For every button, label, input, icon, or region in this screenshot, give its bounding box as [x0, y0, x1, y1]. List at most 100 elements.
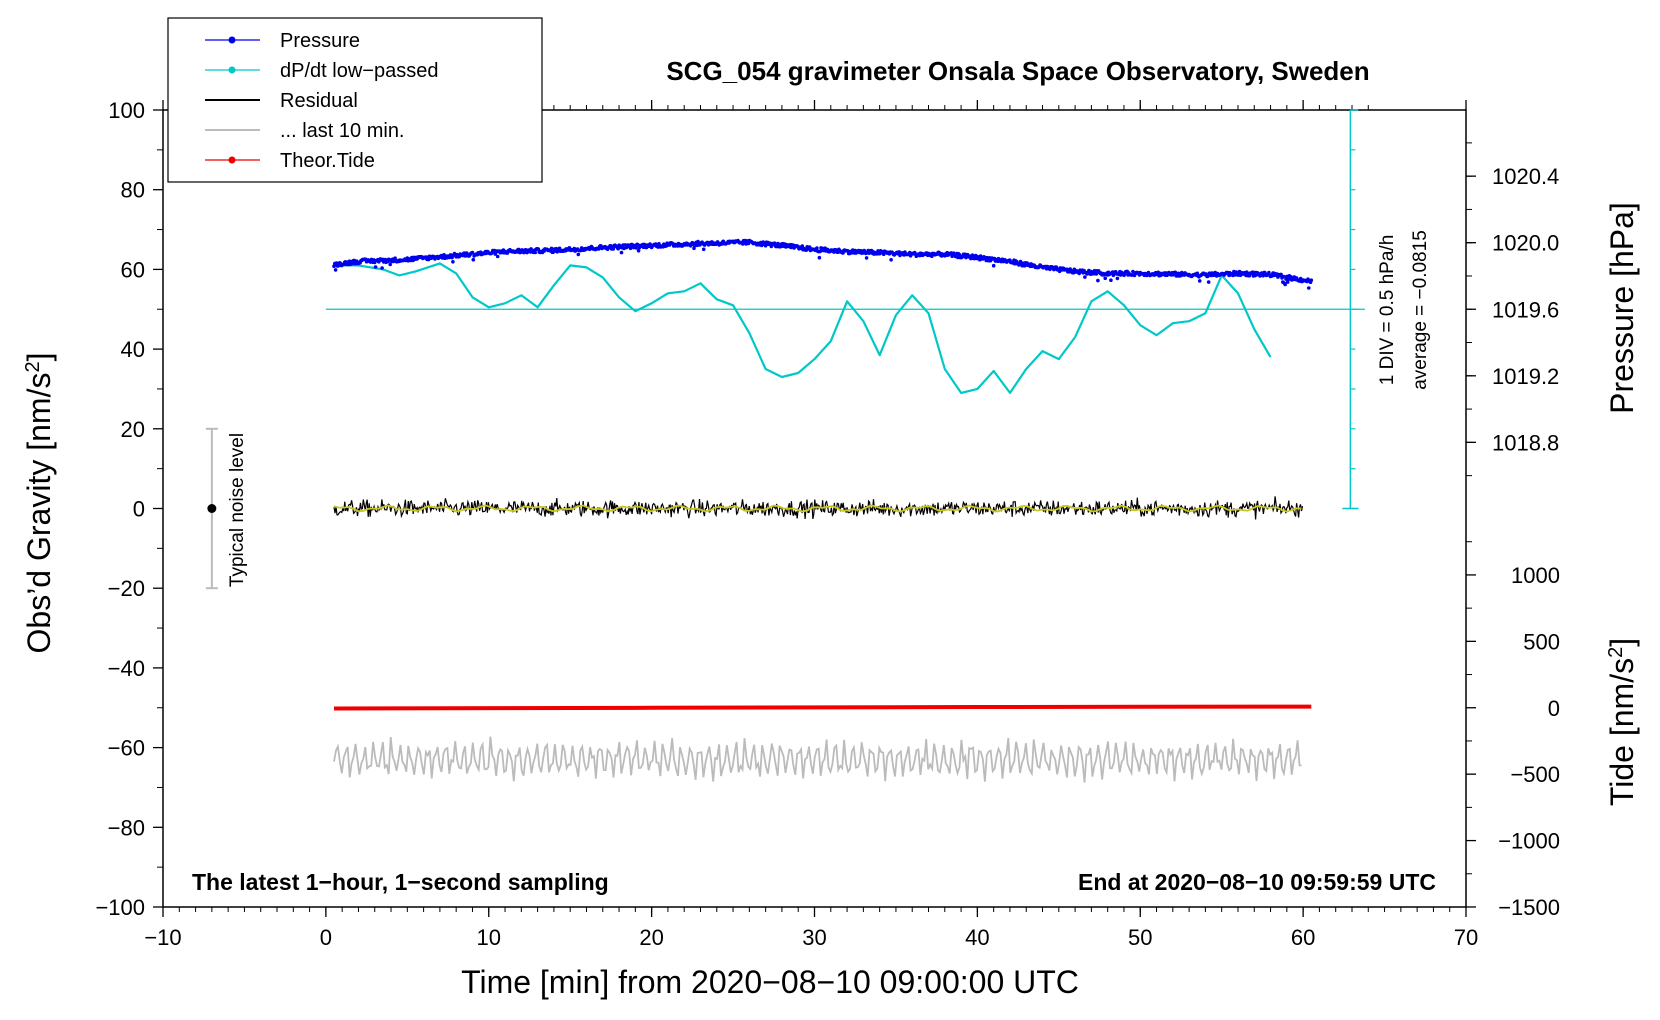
y-axis-left-label: Obs’d Gravity [nm/s2]	[21, 353, 57, 654]
series-residual-smoothed	[333, 504, 1302, 513]
pressure-point	[634, 246, 638, 250]
y-axis-pressure-label: Pressure [hPa]	[1604, 202, 1640, 414]
y-tick-label: 0	[133, 497, 145, 522]
y-tick-label: −60	[108, 736, 145, 761]
dpdt-division-label: 1 DIV = 0.5 hPa/h	[1377, 235, 1398, 386]
dpdt-average-label: average = −0.0815	[1410, 230, 1431, 390]
legend-label-tide: Theor.Tide	[280, 150, 375, 172]
pressure-point	[1281, 274, 1286, 279]
pressure-point	[957, 253, 962, 257]
pressure-point	[692, 246, 696, 251]
pressure-point	[1245, 270, 1249, 275]
pressure-point	[1173, 270, 1178, 275]
pressure-point	[1103, 276, 1107, 281]
pressure-point	[701, 247, 706, 252]
y-tick-label: −100	[95, 895, 145, 920]
pressure-point	[970, 253, 975, 257]
legend-marker-tide	[228, 156, 236, 164]
y-tick-label: 20	[121, 417, 145, 442]
pressure-point	[1283, 282, 1287, 287]
pressure-point	[576, 252, 581, 257]
pressure-tick-label: 1020.0	[1492, 231, 1559, 256]
pressure-point	[393, 256, 397, 261]
pressure-point	[1083, 275, 1087, 279]
tide-tick-label: −1500	[1498, 895, 1560, 920]
pressure-point	[533, 250, 537, 255]
legend-label-pressure: Pressure	[280, 30, 360, 52]
pressure-point	[1279, 272, 1283, 277]
pressure-point	[881, 252, 886, 256]
legend-label-last10: ... last 10 min.	[280, 120, 405, 142]
x-axis-label: Time [min] from 2020−08−10 09:00:00 UTC	[461, 964, 1079, 1000]
plot-area: −10 0 10 20 30 40 50 60 70−100−80−60−40−20020406…	[95, 98, 1560, 950]
x-tick-label: 30	[802, 925, 826, 950]
annotation-sampling: The latest 1−hour, 1−second sampling	[192, 869, 609, 895]
pressure-point	[1094, 272, 1099, 276]
tide-tick-label: 1000	[1511, 563, 1560, 588]
series-dpdt-low-passed	[334, 262, 1272, 394]
pressure-point	[373, 265, 378, 269]
pressure-tick-label: 1018.8	[1492, 430, 1559, 455]
pressure-point	[1197, 279, 1202, 283]
pressure-point	[1115, 276, 1120, 281]
pressure-point	[1096, 278, 1100, 283]
pressure-point	[611, 247, 616, 251]
pressure-point	[471, 257, 476, 262]
pressure-point	[333, 268, 338, 272]
legend-label-residual: Residual	[280, 90, 358, 112]
pressure-point	[776, 241, 780, 246]
annotation-end-time: End at 2020−08−10 09:59:59 UTC	[1078, 869, 1436, 895]
pressure-point	[451, 260, 455, 264]
pressure-point	[1206, 280, 1211, 284]
pressure-point	[889, 258, 893, 262]
tide-tick-label: −1000	[1498, 829, 1560, 854]
pressure-point	[470, 250, 475, 255]
y-tick-label: 60	[121, 257, 145, 282]
pressure-point	[495, 254, 500, 259]
y-tick-label: −40	[108, 656, 145, 681]
pressure-point	[1285, 280, 1290, 284]
noise-bar-point	[207, 504, 217, 513]
x-tick-label: 0	[320, 925, 332, 950]
series-pressure	[332, 238, 1314, 290]
y-axis-tide-label: Tide [nm/s2]	[1604, 638, 1640, 806]
y-tick-label: 100	[108, 98, 145, 123]
pressure-point	[619, 250, 624, 255]
pressure-tick-label: 1020.4	[1492, 164, 1559, 189]
pressure-point	[536, 247, 541, 251]
legend-marker-dpdt	[228, 66, 236, 74]
chart-title: SCG_054 gravimeter Onsala Space Observat…	[666, 56, 1369, 86]
legend-marker-pressure	[228, 36, 236, 44]
legend: Pressure dP/dt low−passed Residual ... l…	[167, 17, 543, 183]
pressure-tick-label: 1019.6	[1492, 297, 1559, 322]
x-tick-label: 40	[965, 925, 989, 950]
pressure-point	[380, 266, 384, 270]
tide-tick-label: 500	[1523, 629, 1560, 654]
pressure-point	[864, 256, 869, 260]
x-tick-label: 50	[1128, 925, 1152, 950]
y-tick-label: −80	[108, 815, 145, 840]
x-tick-label: −10	[144, 925, 181, 950]
pressure-point	[388, 262, 393, 267]
x-tick-label: 60	[1291, 925, 1315, 950]
y-tick-label: 40	[121, 337, 145, 362]
pressure-point	[332, 264, 336, 269]
y-tick-label: −20	[108, 576, 145, 601]
x-tick-label: 20	[639, 925, 663, 950]
pressure-point	[1309, 278, 1314, 283]
noise-level-label: Typical noise level	[227, 433, 248, 587]
tide-tick-label: 0	[1548, 696, 1560, 721]
legend-label-dpdt: dP/dt low−passed	[280, 60, 438, 82]
pressure-point	[628, 246, 633, 251]
pressure-point	[817, 255, 822, 260]
x-tick-label: 10	[477, 925, 501, 950]
y-tick-label: 80	[121, 178, 145, 203]
x-tick-label: 70	[1454, 925, 1478, 950]
pressure-point	[1109, 278, 1113, 283]
pressure-point	[636, 248, 641, 253]
pressure-point	[1206, 274, 1210, 279]
pressure-point	[1307, 286, 1311, 290]
pressure-point	[991, 263, 996, 268]
series-theor-tide	[333, 704, 1312, 711]
